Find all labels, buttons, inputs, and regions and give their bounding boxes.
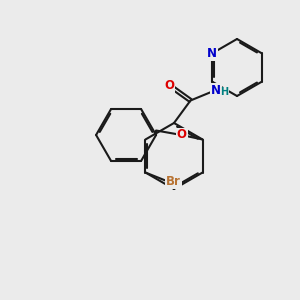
Text: O: O [164, 79, 175, 92]
Text: Br: Br [166, 175, 181, 188]
Text: O: O [177, 128, 187, 142]
Text: H: H [220, 87, 229, 98]
Text: N: N [211, 83, 221, 97]
Text: N: N [207, 47, 217, 60]
